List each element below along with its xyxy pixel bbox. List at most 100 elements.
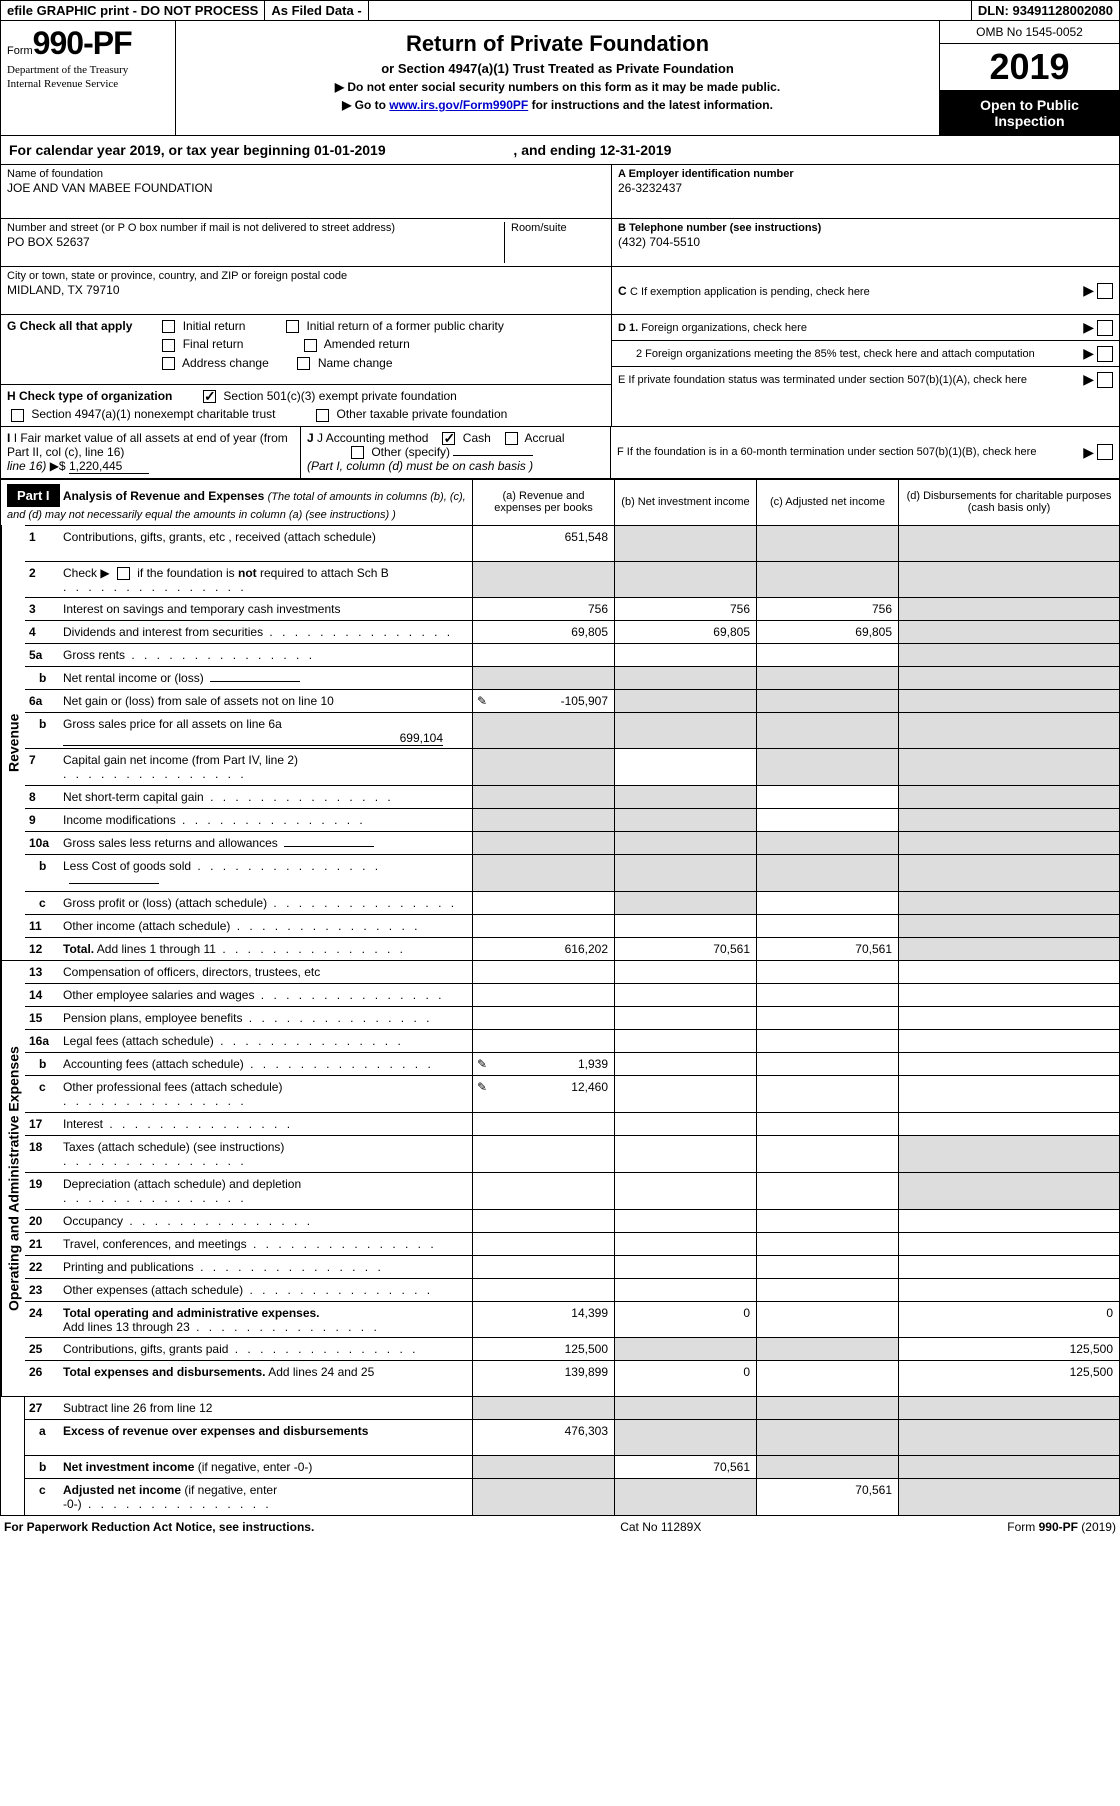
line27a-desc: Excess of revenue over expenses and disb… — [63, 1420, 473, 1455]
line27-desc: Subtract line 26 from line 12 — [63, 1397, 473, 1419]
line11-desc: Other income (attach schedule) — [63, 915, 473, 937]
line6b-val: 699,104 — [63, 731, 443, 746]
street-label: Number and street (or P O box number if … — [7, 222, 498, 234]
efile-label: efile GRAPHIC print - DO NOT PROCESS — [1, 1, 265, 20]
line4-b: 69,805 — [615, 621, 757, 643]
fmv-accounting-row: I I Fair market value of all assets at e… — [0, 427, 1120, 479]
line1-desc: Contributions, gifts, grants, etc , rece… — [63, 526, 473, 561]
line12-desc: Total. Add lines 1 through 11 — [63, 938, 473, 960]
line25-desc: Contributions, gifts, grants paid — [63, 1338, 473, 1360]
line27c-desc: Adjusted net income (if negative, enter … — [63, 1479, 473, 1515]
line5b-desc: Net rental income or (loss) — [63, 667, 473, 689]
form-number: 990-PF — [33, 25, 132, 61]
cb-initial-return[interactable] — [162, 320, 175, 333]
dept-irs: Internal Revenue Service — [7, 78, 169, 90]
line24-b: 0 — [615, 1302, 757, 1337]
cb-amended-return[interactable] — [304, 339, 317, 352]
cb-other-taxable[interactable] — [316, 409, 329, 422]
line25-d: 125,500 — [899, 1338, 1119, 1360]
cb-d2[interactable] — [1097, 346, 1113, 362]
col-c-header: (c) Adjusted net income — [757, 480, 899, 525]
line3-b: 756 — [615, 598, 757, 620]
cb-final-return[interactable] — [162, 339, 175, 352]
line9-desc: Income modifications — [63, 809, 473, 831]
cb-exemption-pending[interactable] — [1097, 283, 1113, 299]
line2-desc: Check ▶ if the foundation is not require… — [63, 562, 473, 597]
paperwork-notice: For Paperwork Reduction Act Notice, see … — [4, 1520, 314, 1534]
asfiled-label: As Filed Data - — [265, 1, 368, 20]
cb-cash[interactable] — [442, 432, 455, 445]
line16a-desc: Legal fees (attach schedule) — [63, 1030, 473, 1052]
c-exemption-pending: C C If exemption application is pending,… — [618, 284, 1080, 298]
cb-address-change[interactable] — [162, 357, 175, 370]
part1-label: Part I — [7, 484, 60, 507]
col-d-header: (d) Disbursements for charitable purpose… — [899, 480, 1119, 525]
line7-desc: Capital gain net income (from Part IV, l… — [63, 749, 473, 785]
line27a-a: 476,303 — [473, 1420, 615, 1455]
arrow-icon: ▶ — [1083, 345, 1094, 362]
line26-desc: Total expenses and disbursements. Add li… — [63, 1361, 473, 1396]
dept-treasury: Department of the Treasury — [7, 64, 169, 76]
line27b-desc: Net investment income (if negative, ente… — [63, 1456, 473, 1478]
cb-4947a1[interactable] — [11, 409, 24, 422]
line16c-a: ✎12,460 — [473, 1076, 615, 1112]
line12-a: 616,202 — [473, 938, 615, 960]
line25-a: 125,500 — [473, 1338, 615, 1360]
col-a-header: (a) Revenue and expenses per books — [473, 480, 615, 525]
tel-value: (432) 704-5510 — [618, 235, 1113, 249]
attachment-icon[interactable]: ✎ — [477, 1080, 487, 1094]
line12-b: 70,561 — [615, 938, 757, 960]
line6b-desc: Gross sales price for all assets on line… — [63, 713, 473, 748]
arrow-icon: ▶ — [1083, 371, 1094, 388]
line17-desc: Interest — [63, 1113, 473, 1135]
entity-info: Name of foundation JOE AND VAN MABEE FOU… — [0, 165, 1120, 427]
cb-d1[interactable] — [1097, 320, 1113, 336]
expenses-side-label: Operating and Administrative Expenses — [1, 961, 25, 1396]
accounting-method-label: J Accounting method — [317, 431, 428, 445]
line8-desc: Net short-term capital gain — [63, 786, 473, 808]
cb-f[interactable] — [1097, 444, 1113, 460]
g-label: G Check all that apply — [7, 319, 132, 333]
line16b-a: ✎1,939 — [473, 1053, 615, 1075]
foundation-name: JOE AND VAN MABEE FOUNDATION — [7, 181, 605, 195]
open-to-public: Open to Public Inspection — [940, 91, 1119, 135]
form-note-link: ▶ Go to www.irs.gov/Form990PF for instru… — [184, 98, 931, 112]
arrow-icon: ▶ — [1083, 444, 1094, 461]
form-subtitle: or Section 4947(a)(1) Trust Treated as P… — [184, 61, 931, 76]
line5a-desc: Gross rents — [63, 644, 473, 666]
cb-name-change[interactable] — [297, 357, 310, 370]
cash-basis-note: (Part I, column (d) must be on cash basi… — [307, 459, 533, 473]
line3-desc: Interest on savings and temporary cash i… — [63, 598, 473, 620]
cb-no-schb[interactable] — [117, 567, 130, 580]
col-b-header: (b) Net investment income — [615, 480, 757, 525]
line4-c: 69,805 — [757, 621, 899, 643]
cb-initial-former[interactable] — [286, 320, 299, 333]
line24-a: 14,399 — [473, 1302, 615, 1337]
line24-desc: Total operating and administrative expen… — [63, 1302, 473, 1337]
part1-table: Part I Analysis of Revenue and Expenses … — [0, 479, 1120, 1516]
cb-accrual[interactable] — [505, 432, 518, 445]
cb-e[interactable] — [1097, 372, 1113, 388]
line4-desc: Dividends and interest from securities — [63, 621, 473, 643]
tax-year: 2019 — [940, 44, 1119, 91]
irs-link[interactable]: www.irs.gov/Form990PF — [389, 98, 528, 112]
cb-501c3[interactable] — [203, 390, 216, 403]
ein-label: A Employer identification number — [618, 168, 1113, 180]
line6a-desc: Net gain or (loss) from sale of assets n… — [63, 690, 473, 712]
line18-desc: Taxes (attach schedule) (see instruction… — [63, 1136, 473, 1172]
form-header: Form990-PF Department of the Treasury In… — [0, 21, 1120, 136]
attachment-icon[interactable]: ✎ — [477, 694, 487, 708]
line3-a: 756 — [473, 598, 615, 620]
line24-d: 0 — [899, 1302, 1119, 1337]
fmv-label: I Fair market value of all assets at end… — [7, 431, 288, 459]
street-value: PO BOX 52637 — [7, 235, 498, 249]
line1-a: 651,548 — [473, 526, 615, 561]
line16b-desc: Accounting fees (attach schedule) — [63, 1053, 473, 1075]
room-label: Room/suite — [511, 222, 605, 234]
line19-desc: Depreciation (attach schedule) and deple… — [63, 1173, 473, 1209]
cat-no: Cat No 11289X — [620, 1520, 701, 1534]
line12-c: 70,561 — [757, 938, 899, 960]
attachment-icon[interactable]: ✎ — [477, 1057, 487, 1071]
line10b-desc: Less Cost of goods sold — [63, 855, 473, 891]
cb-other-method[interactable] — [351, 446, 364, 459]
